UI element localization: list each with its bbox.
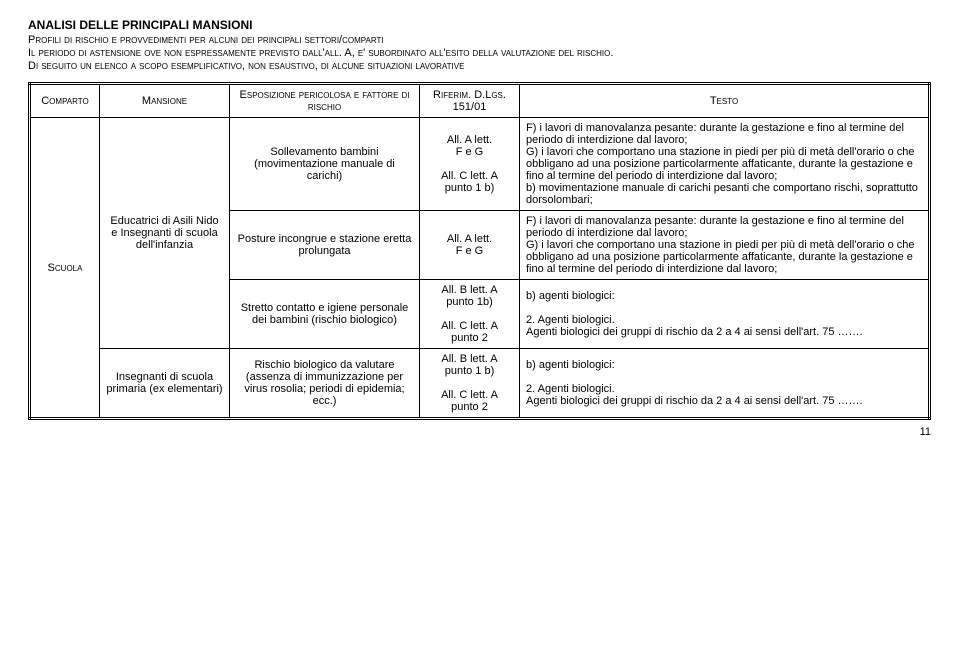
cell-rif: All. A lett. F e G	[420, 211, 520, 280]
cell-testo: F) i lavori di manovalanza pesante: dura…	[520, 211, 930, 280]
cell-comparto: Scuola	[30, 118, 100, 419]
intro-block: ANALISI DELLE PRINCIPALI MANSIONI Profil…	[28, 18, 931, 72]
intro-line-2: Di seguito un elenco a scopo esemplifica…	[28, 60, 931, 72]
cell-testo: b) agenti biologici: 2. Agenti biologici…	[520, 280, 930, 349]
cell-rif: All. B lett. A punto 1b) All. C lett. A …	[420, 280, 520, 349]
col-riferim: Riferim. D.Lgs. 151/01	[420, 84, 520, 118]
table-row: Scuola Educatrici di Asili Nido e Insegn…	[30, 118, 930, 211]
doc-subtitle: Profili di rischio e provvedimenti per a…	[28, 34, 931, 46]
table-row: Insegnanti di scuola primaria (ex elemen…	[30, 349, 930, 419]
intro-line-1: Il periodo di astensione ove non espress…	[28, 47, 931, 59]
cell-mansione-2: Insegnanti di scuola primaria (ex elemen…	[100, 349, 230, 419]
page-number: 11	[28, 426, 931, 438]
cell-testo: F) i lavori di manovalanza pesante: dura…	[520, 118, 930, 211]
cell-esp: Posture incongrue e stazione eretta prol…	[230, 211, 420, 280]
cell-esp: Rischio biologico da valutare (assenza d…	[230, 349, 420, 419]
cell-esp: Sollevamento bambini (movimentazione man…	[230, 118, 420, 211]
mansioni-table: Comparto Mansione Esposizione pericolosa…	[28, 82, 931, 420]
cell-testo: b) agenti biologici: 2. Agenti biologici…	[520, 349, 930, 419]
doc-title: ANALISI DELLE PRINCIPALI MANSIONI	[28, 18, 931, 32]
cell-rif: All. A lett. F e G All. C lett. A punto …	[420, 118, 520, 211]
col-comparto: Comparto	[30, 84, 100, 118]
col-mansione: Mansione	[100, 84, 230, 118]
col-esposizione: Esposizione pericolosa e fattore di risc…	[230, 84, 420, 118]
cell-esp: Stretto contatto e igiene personale dei …	[230, 280, 420, 349]
table-header-row: Comparto Mansione Esposizione pericolosa…	[30, 84, 930, 118]
col-testo: Testo	[520, 84, 930, 118]
cell-rif: All. B lett. A punto 1 b) All. C lett. A…	[420, 349, 520, 419]
cell-mansione-1: Educatrici di Asili Nido e Insegnanti di…	[100, 118, 230, 349]
